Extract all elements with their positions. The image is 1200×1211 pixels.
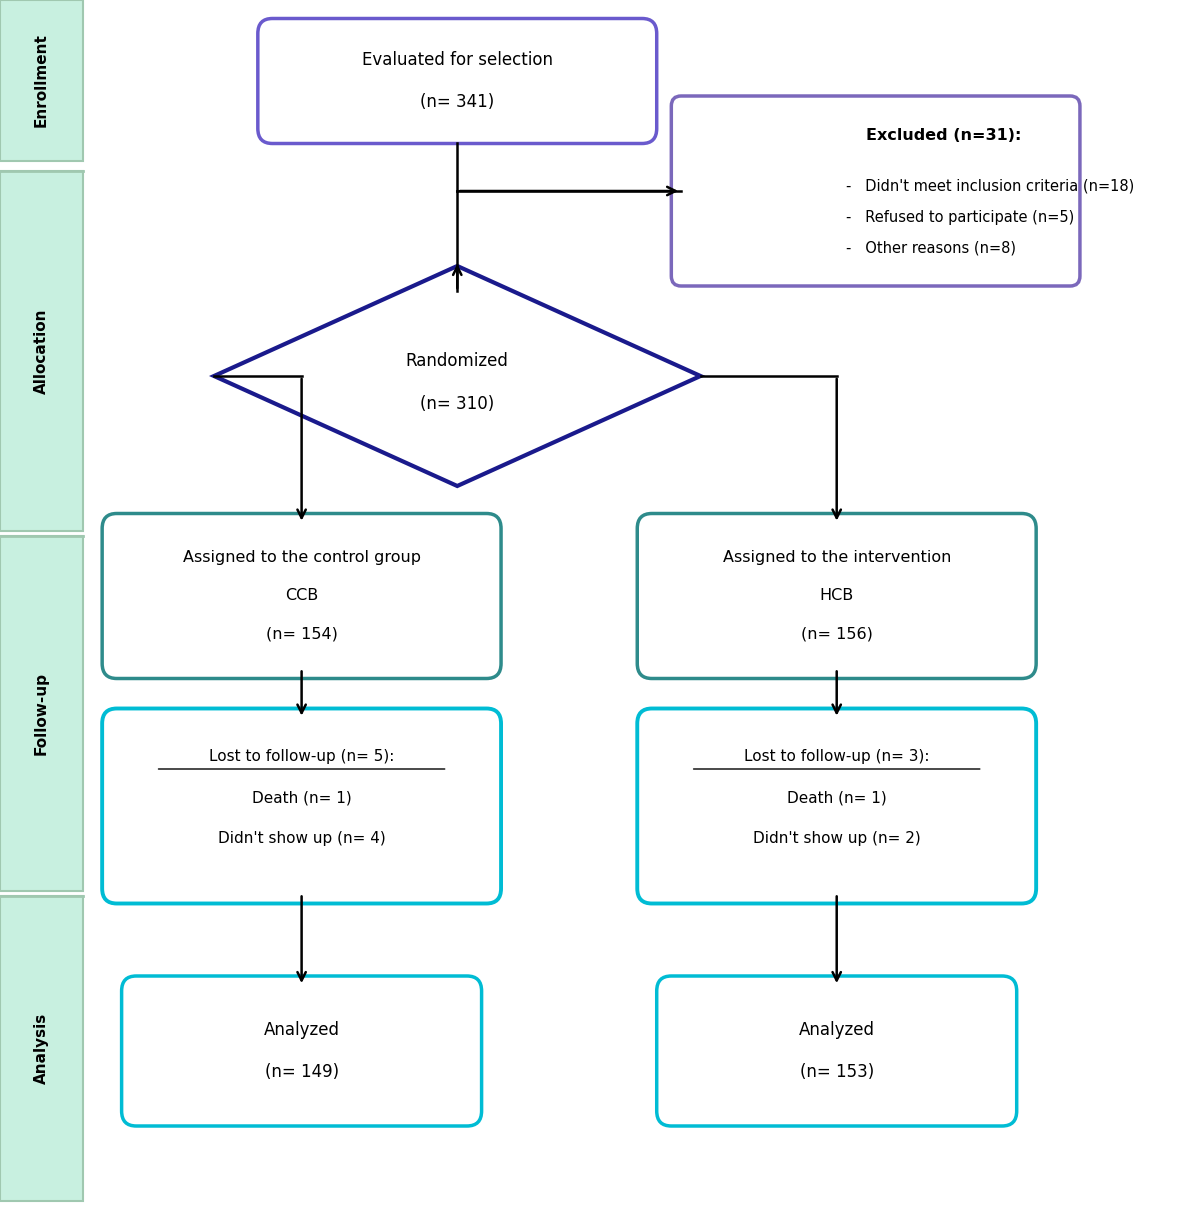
Text: Death (n= 1): Death (n= 1): [252, 791, 352, 805]
FancyBboxPatch shape: [258, 18, 656, 143]
Text: -   Refused to participate (n=5): - Refused to participate (n=5): [846, 211, 1075, 225]
FancyBboxPatch shape: [121, 976, 481, 1126]
Text: Didn't show up (n= 4): Didn't show up (n= 4): [217, 832, 385, 846]
FancyBboxPatch shape: [0, 536, 83, 891]
FancyBboxPatch shape: [102, 708, 502, 903]
Text: Enrollment: Enrollment: [34, 34, 49, 127]
Text: (n= 156): (n= 156): [800, 626, 872, 642]
Text: Didn't show up (n= 2): Didn't show up (n= 2): [752, 832, 920, 846]
Text: Analyzed: Analyzed: [799, 1021, 875, 1039]
Text: HCB: HCB: [820, 589, 854, 603]
Text: -   Other reasons (n=8): - Other reasons (n=8): [846, 241, 1016, 256]
Text: Assigned to the control group: Assigned to the control group: [182, 551, 421, 566]
Text: Lost to follow-up (n= 5):: Lost to follow-up (n= 5):: [209, 748, 395, 763]
Text: Analyzed: Analyzed: [264, 1021, 340, 1039]
Text: Evaluated for selection: Evaluated for selection: [361, 51, 553, 69]
Text: Randomized: Randomized: [406, 352, 509, 371]
Text: Death (n= 1): Death (n= 1): [787, 791, 887, 805]
Polygon shape: [214, 266, 701, 486]
FancyBboxPatch shape: [656, 976, 1016, 1126]
Text: Analysis: Analysis: [34, 1012, 49, 1084]
FancyBboxPatch shape: [0, 896, 83, 1201]
FancyBboxPatch shape: [637, 708, 1036, 903]
FancyBboxPatch shape: [0, 0, 83, 161]
FancyBboxPatch shape: [102, 513, 502, 678]
Text: Excluded (n=31):: Excluded (n=31):: [866, 128, 1021, 143]
Text: (n= 310): (n= 310): [420, 395, 494, 413]
Text: Assigned to the intervention: Assigned to the intervention: [722, 551, 950, 566]
Text: Allocation: Allocation: [34, 309, 49, 394]
FancyBboxPatch shape: [0, 171, 83, 530]
Text: CCB: CCB: [284, 589, 318, 603]
Text: (n= 154): (n= 154): [265, 626, 337, 642]
FancyBboxPatch shape: [671, 96, 1080, 286]
Text: Lost to follow-up (n= 3):: Lost to follow-up (n= 3):: [744, 748, 930, 763]
FancyBboxPatch shape: [637, 513, 1036, 678]
Text: (n= 153): (n= 153): [799, 1063, 874, 1081]
Text: (n= 341): (n= 341): [420, 93, 494, 111]
Text: -   Didn't meet inclusion criteria (n=18): - Didn't meet inclusion criteria (n=18): [846, 178, 1135, 194]
Text: Follow-up: Follow-up: [34, 672, 49, 754]
Text: (n= 149): (n= 149): [264, 1063, 338, 1081]
